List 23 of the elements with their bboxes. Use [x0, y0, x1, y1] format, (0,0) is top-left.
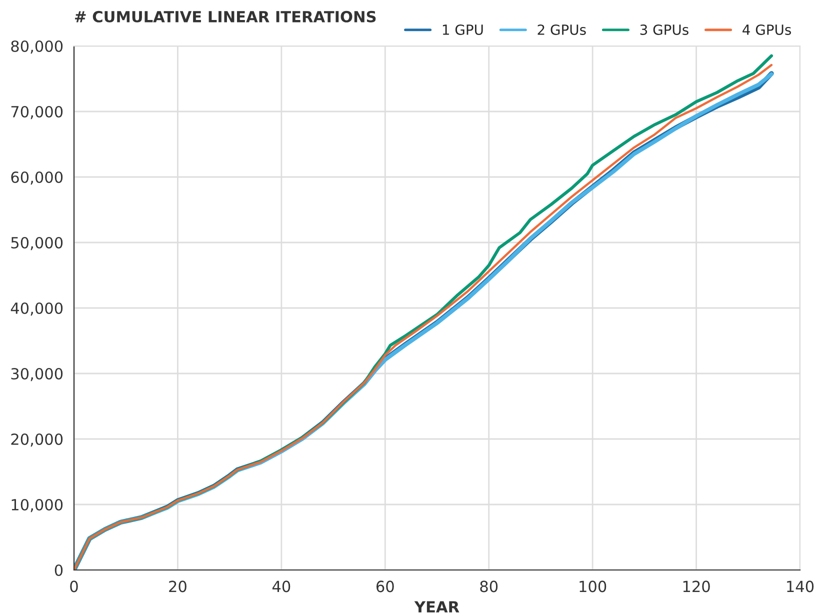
- y-tick-label: 20,000: [11, 433, 63, 447]
- y-tick-label: 80,000: [11, 40, 63, 54]
- legend-label: 2 GPUs: [538, 24, 586, 35]
- chart-title: # CUMULATIVE LINEAR ITERATIONS: [75, 10, 376, 22]
- x-tick-label: 80: [480, 580, 498, 592]
- y-tick-label: 50,000: [11, 236, 63, 250]
- legend-label: 1 GPU: [442, 24, 483, 35]
- y-tick-label: 10,000: [12, 498, 63, 512]
- x-axis-title: YEAR: [414, 601, 460, 612]
- y-tick-label: 0: [54, 564, 63, 576]
- legend-label: 3 GPUs: [640, 24, 688, 35]
- y-tick-label: 60,000: [11, 171, 63, 185]
- x-tick-label: 20: [169, 580, 186, 592]
- y-tick-label: 70,000: [11, 106, 63, 120]
- x-tick-label: 40: [272, 580, 290, 592]
- x-tick-label: 140: [787, 580, 814, 592]
- x-tick-label: 120: [683, 580, 710, 592]
- x-tick-label: 100: [580, 580, 606, 592]
- x-tick-label: 0: [70, 580, 78, 592]
- legend-label: 4 GPUs: [742, 24, 791, 35]
- y-tick-label: 30,000: [11, 368, 63, 382]
- y-tick-label: 40,000: [10, 302, 63, 316]
- x-tick-label: 60: [376, 580, 394, 592]
